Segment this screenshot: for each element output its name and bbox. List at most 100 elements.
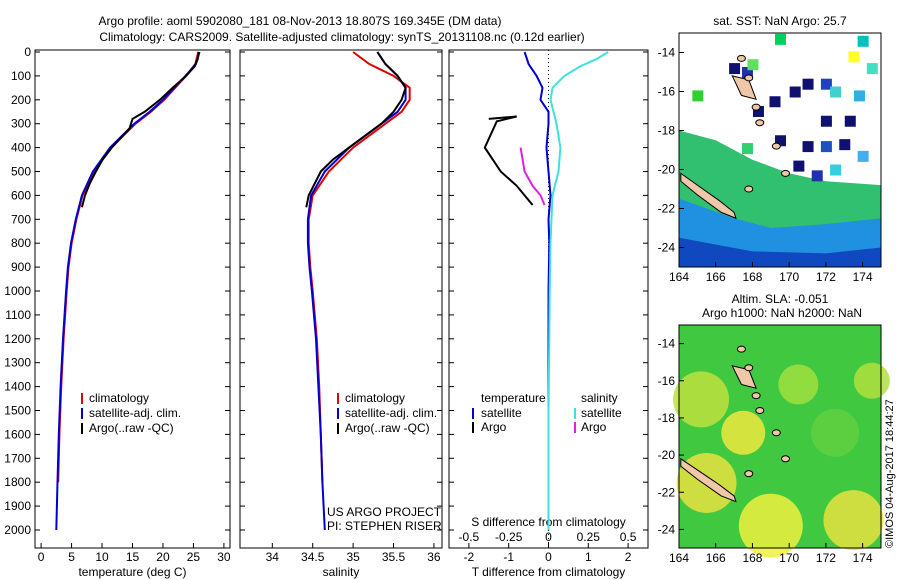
x-tick-label: 5: [68, 550, 75, 564]
x-tick-label: 36: [427, 550, 441, 564]
x-tick-label: 0: [545, 550, 552, 564]
timestamp-stamp: ©IMOS 04-Aug-2017 18:44:27: [884, 399, 896, 548]
x-top-tick-label: 0.5: [620, 530, 637, 544]
sla-anomaly-patch: [811, 408, 860, 457]
x-tick-label: 10: [95, 550, 109, 564]
sst-pixel: [802, 141, 814, 153]
x-top-tick-label: -0.25: [495, 530, 523, 544]
legend-label-climatology: climatology: [345, 391, 405, 405]
y-tick-label: 700: [11, 212, 31, 226]
series-line-temperature-argo: [483, 115, 534, 206]
sst-pixel: [857, 35, 869, 47]
x-top-tick-label: 0: [545, 530, 552, 544]
panel-differences: -2 -1 0 1 2-0.5 -0.25 0 0.25 0.5S difference fro…: [448, 49, 649, 579]
legend-label-satellite-adj-clim: satellite-adj. clim.: [89, 406, 181, 420]
legend-label-salinity-argo: Argo: [581, 420, 607, 434]
island-espiritu-santo: [731, 75, 757, 101]
sla-anomaly-patch: [738, 493, 803, 558]
sst-pixel: [839, 139, 851, 151]
y-tick-label: 400: [11, 141, 31, 155]
island-small: [781, 169, 791, 177]
x-tick-label: 35.5: [382, 550, 406, 564]
sst-pixel: [775, 33, 786, 45]
x-tick-label: 25: [187, 550, 201, 564]
map-x-tick-label: 172: [816, 551, 836, 565]
x-tick-label: 34: [266, 550, 280, 564]
map-frame: [678, 324, 882, 549]
map-x-tick-label: 170: [779, 551, 799, 565]
sla-anomaly-patch: [673, 371, 730, 428]
map-x-tick-label: 170: [779, 270, 799, 284]
legend-title-temperature: temperature: [481, 391, 546, 405]
sla-anomaly-patch: [853, 362, 890, 399]
island-small: [751, 103, 761, 111]
sst-pixel: [692, 90, 704, 102]
island-small: [781, 455, 791, 463]
y-tick-label: 1100: [5, 308, 31, 322]
sst-pixel: [844, 115, 856, 127]
x-tick-label: 35: [346, 550, 360, 564]
sst-pixel: [820, 141, 832, 153]
y-tick-label: 1700: [4, 451, 31, 465]
map-y-tick-label: -18: [658, 411, 676, 425]
sst-map-title: sat. SST: NaN Argo: 25.7: [713, 14, 847, 28]
series-line-argo-raw-qc: [80, 51, 200, 208]
map-x-tick-label: 172: [816, 270, 836, 284]
sst-pixel: [789, 86, 801, 98]
legend-label-climatology: climatology: [89, 391, 149, 405]
island-small: [771, 142, 781, 150]
map-x-tick-label: 174: [853, 270, 873, 284]
island-new-caledonia: [680, 172, 737, 220]
x-tick-label: 2: [625, 550, 632, 564]
y-tick-label: 1800: [4, 475, 31, 489]
island-small: [755, 406, 765, 414]
sst-pixel: [793, 160, 805, 172]
island-small: [744, 74, 754, 82]
map-sst: 164 166 168 170 172 174 -14 -16 -18 -20 -22 -24: [658, 32, 882, 284]
x-top-tick-label: -0.5: [459, 530, 480, 544]
map-x-tick-label: 174: [853, 551, 873, 565]
y-tick-label: 1400: [4, 380, 31, 394]
sst-pixel: [820, 115, 832, 127]
y-tick-label: 0: [24, 45, 31, 59]
y-tick-label: 200: [11, 93, 31, 107]
map-x-tick-label: 164: [669, 270, 689, 284]
sst-pixel: [811, 170, 823, 182]
sla-anomaly-patch: [778, 364, 819, 405]
series-line-salinity-argo: [519, 147, 546, 206]
sst-pixel: [775, 135, 786, 147]
sst-pixel: [866, 63, 878, 75]
x-tick-label: 1: [585, 550, 592, 564]
map-x-tick-label: 168: [742, 551, 762, 565]
sst-pixel: [769, 96, 781, 108]
map-x-tick-label: 166: [706, 270, 726, 284]
x-tick-label: 15: [126, 550, 140, 564]
map-y-tick-label: -20: [658, 163, 676, 177]
legend-label-argo-raw-qc: Argo(..raw -QC): [345, 421, 430, 435]
island-small: [751, 392, 761, 400]
y-tick-label: 2000: [4, 523, 31, 537]
map-y-tick-label: -16: [658, 374, 676, 388]
legend-label-temperature-argo: Argo: [481, 420, 507, 434]
map-y-tick-label: -24: [658, 241, 676, 255]
legend-label-argo-raw-qc: Argo(..raw -QC): [89, 421, 174, 435]
x-tick-label: -2: [464, 550, 475, 564]
x-top-tick-label: 0.25: [577, 530, 601, 544]
y-tick-label: 1900: [4, 499, 31, 513]
panel-salinity: 34 34.5 35 35.5 36 salinity climatologysatelli…: [239, 49, 443, 579]
map-y-tick-label: -22: [658, 202, 676, 216]
island-small: [755, 119, 765, 127]
pi-annotation: US ARGO PROJECT: [327, 505, 442, 519]
legend-title-salinity: salinity: [581, 391, 618, 405]
island-small: [736, 54, 746, 62]
sst-pixel: [820, 78, 832, 90]
y-tick-label: 1200: [4, 332, 31, 346]
sst-pixel: [802, 78, 814, 90]
map-x-tick-label: 166: [706, 551, 726, 565]
title-line2: Climatology: CARS2009. Satellite-adjuste…: [99, 30, 584, 44]
map-y-tick-label: -22: [658, 485, 676, 499]
x-axis-label: salinity: [323, 565, 360, 579]
y-tick-label: 1600: [4, 427, 31, 441]
y-tick-label: 100: [11, 69, 31, 83]
